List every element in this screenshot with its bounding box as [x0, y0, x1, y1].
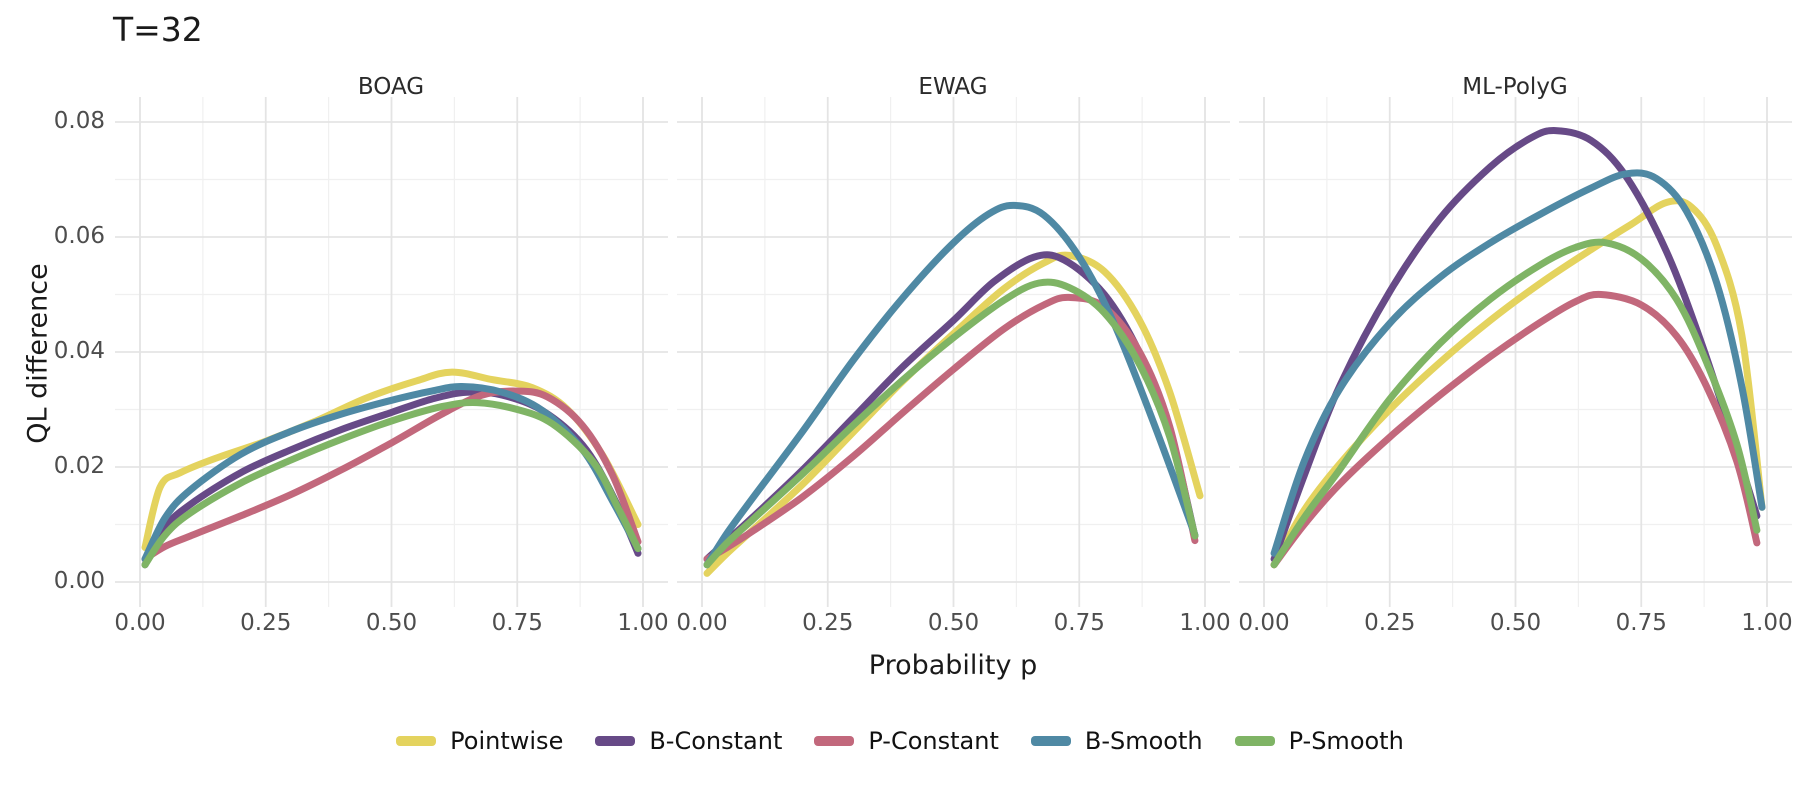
x-tick-label: 0.75 — [1615, 610, 1667, 636]
y-tick-label: 0.00 — [53, 568, 105, 594]
legend-label-b-smooth: B-Smooth — [1084, 727, 1203, 755]
legend-item-b-smooth: B-Smooth — [1030, 727, 1203, 755]
x-tick-label: 0.25 — [240, 610, 292, 636]
series-line-p-smooth — [703, 278, 1199, 569]
y-tick-label: 0.04 — [53, 338, 105, 364]
legend-swatch-p-smooth — [1234, 736, 1275, 746]
legend-label-pointwise: Pointwise — [450, 727, 564, 755]
series-line-b-smooth — [1270, 169, 1766, 557]
x-tick-label: 0.50 — [1489, 610, 1542, 636]
series-line-p-constant — [703, 293, 1199, 563]
x-tick-label: 0.50 — [365, 610, 418, 636]
x-tick-label: 1.00 — [1741, 610, 1793, 636]
x-tick-label: 0.75 — [1053, 610, 1105, 636]
y-tick-label: 0.02 — [53, 453, 105, 479]
chart-legend: Pointwise B-Constant P-Constant B-Smooth… — [0, 727, 1800, 755]
series-line-p-smooth — [141, 399, 642, 569]
x-tick-label: 0.50 — [927, 610, 980, 636]
series-line-p-constant — [141, 387, 642, 563]
series-line-p-smooth — [1270, 238, 1761, 569]
legend-swatch-b-smooth — [1030, 736, 1071, 746]
x-tick-label: 0.25 — [802, 610, 854, 636]
x-axis-title: Probability p — [868, 650, 1038, 681]
facet-strip-boag: BOAG — [357, 74, 425, 100]
legend-item-pointwise: Pointwise — [396, 727, 563, 755]
legend-item-p-constant: P-Constant — [814, 727, 999, 755]
x-tick-label: 1.00 — [1179, 610, 1231, 636]
legend-item-b-constant: B-Constant — [595, 727, 782, 755]
x-tick-label: 0.75 — [491, 610, 543, 636]
x-tick-label: 0.00 — [1238, 610, 1290, 636]
legend-swatch-pointwise — [396, 736, 437, 746]
x-tick-label: 1.00 — [617, 610, 669, 636]
x-tick-label: 0.00 — [114, 610, 166, 636]
chart-title: T=32 — [113, 10, 203, 49]
legend-swatch-b-constant — [595, 736, 636, 746]
facet-strip-ml-polyg: ML-PolyG — [1462, 74, 1568, 100]
series-line-p-constant — [1270, 290, 1761, 569]
legend-label-b-constant: B-Constant — [649, 727, 783, 755]
legend-label-p-smooth: P-Smooth — [1288, 727, 1404, 755]
legend-item-p-smooth: P-Smooth — [1234, 727, 1404, 755]
legend-label-p-constant: P-Constant — [868, 727, 999, 755]
x-tick-label: 0.00 — [676, 610, 728, 636]
y-tick-label: 0.06 — [53, 223, 105, 249]
x-tick-label: 0.25 — [1364, 610, 1416, 636]
facet-strip-ewag: EWAG — [918, 74, 988, 100]
y-tick-label: 0.08 — [53, 108, 105, 134]
legend-swatch-p-constant — [814, 736, 855, 746]
